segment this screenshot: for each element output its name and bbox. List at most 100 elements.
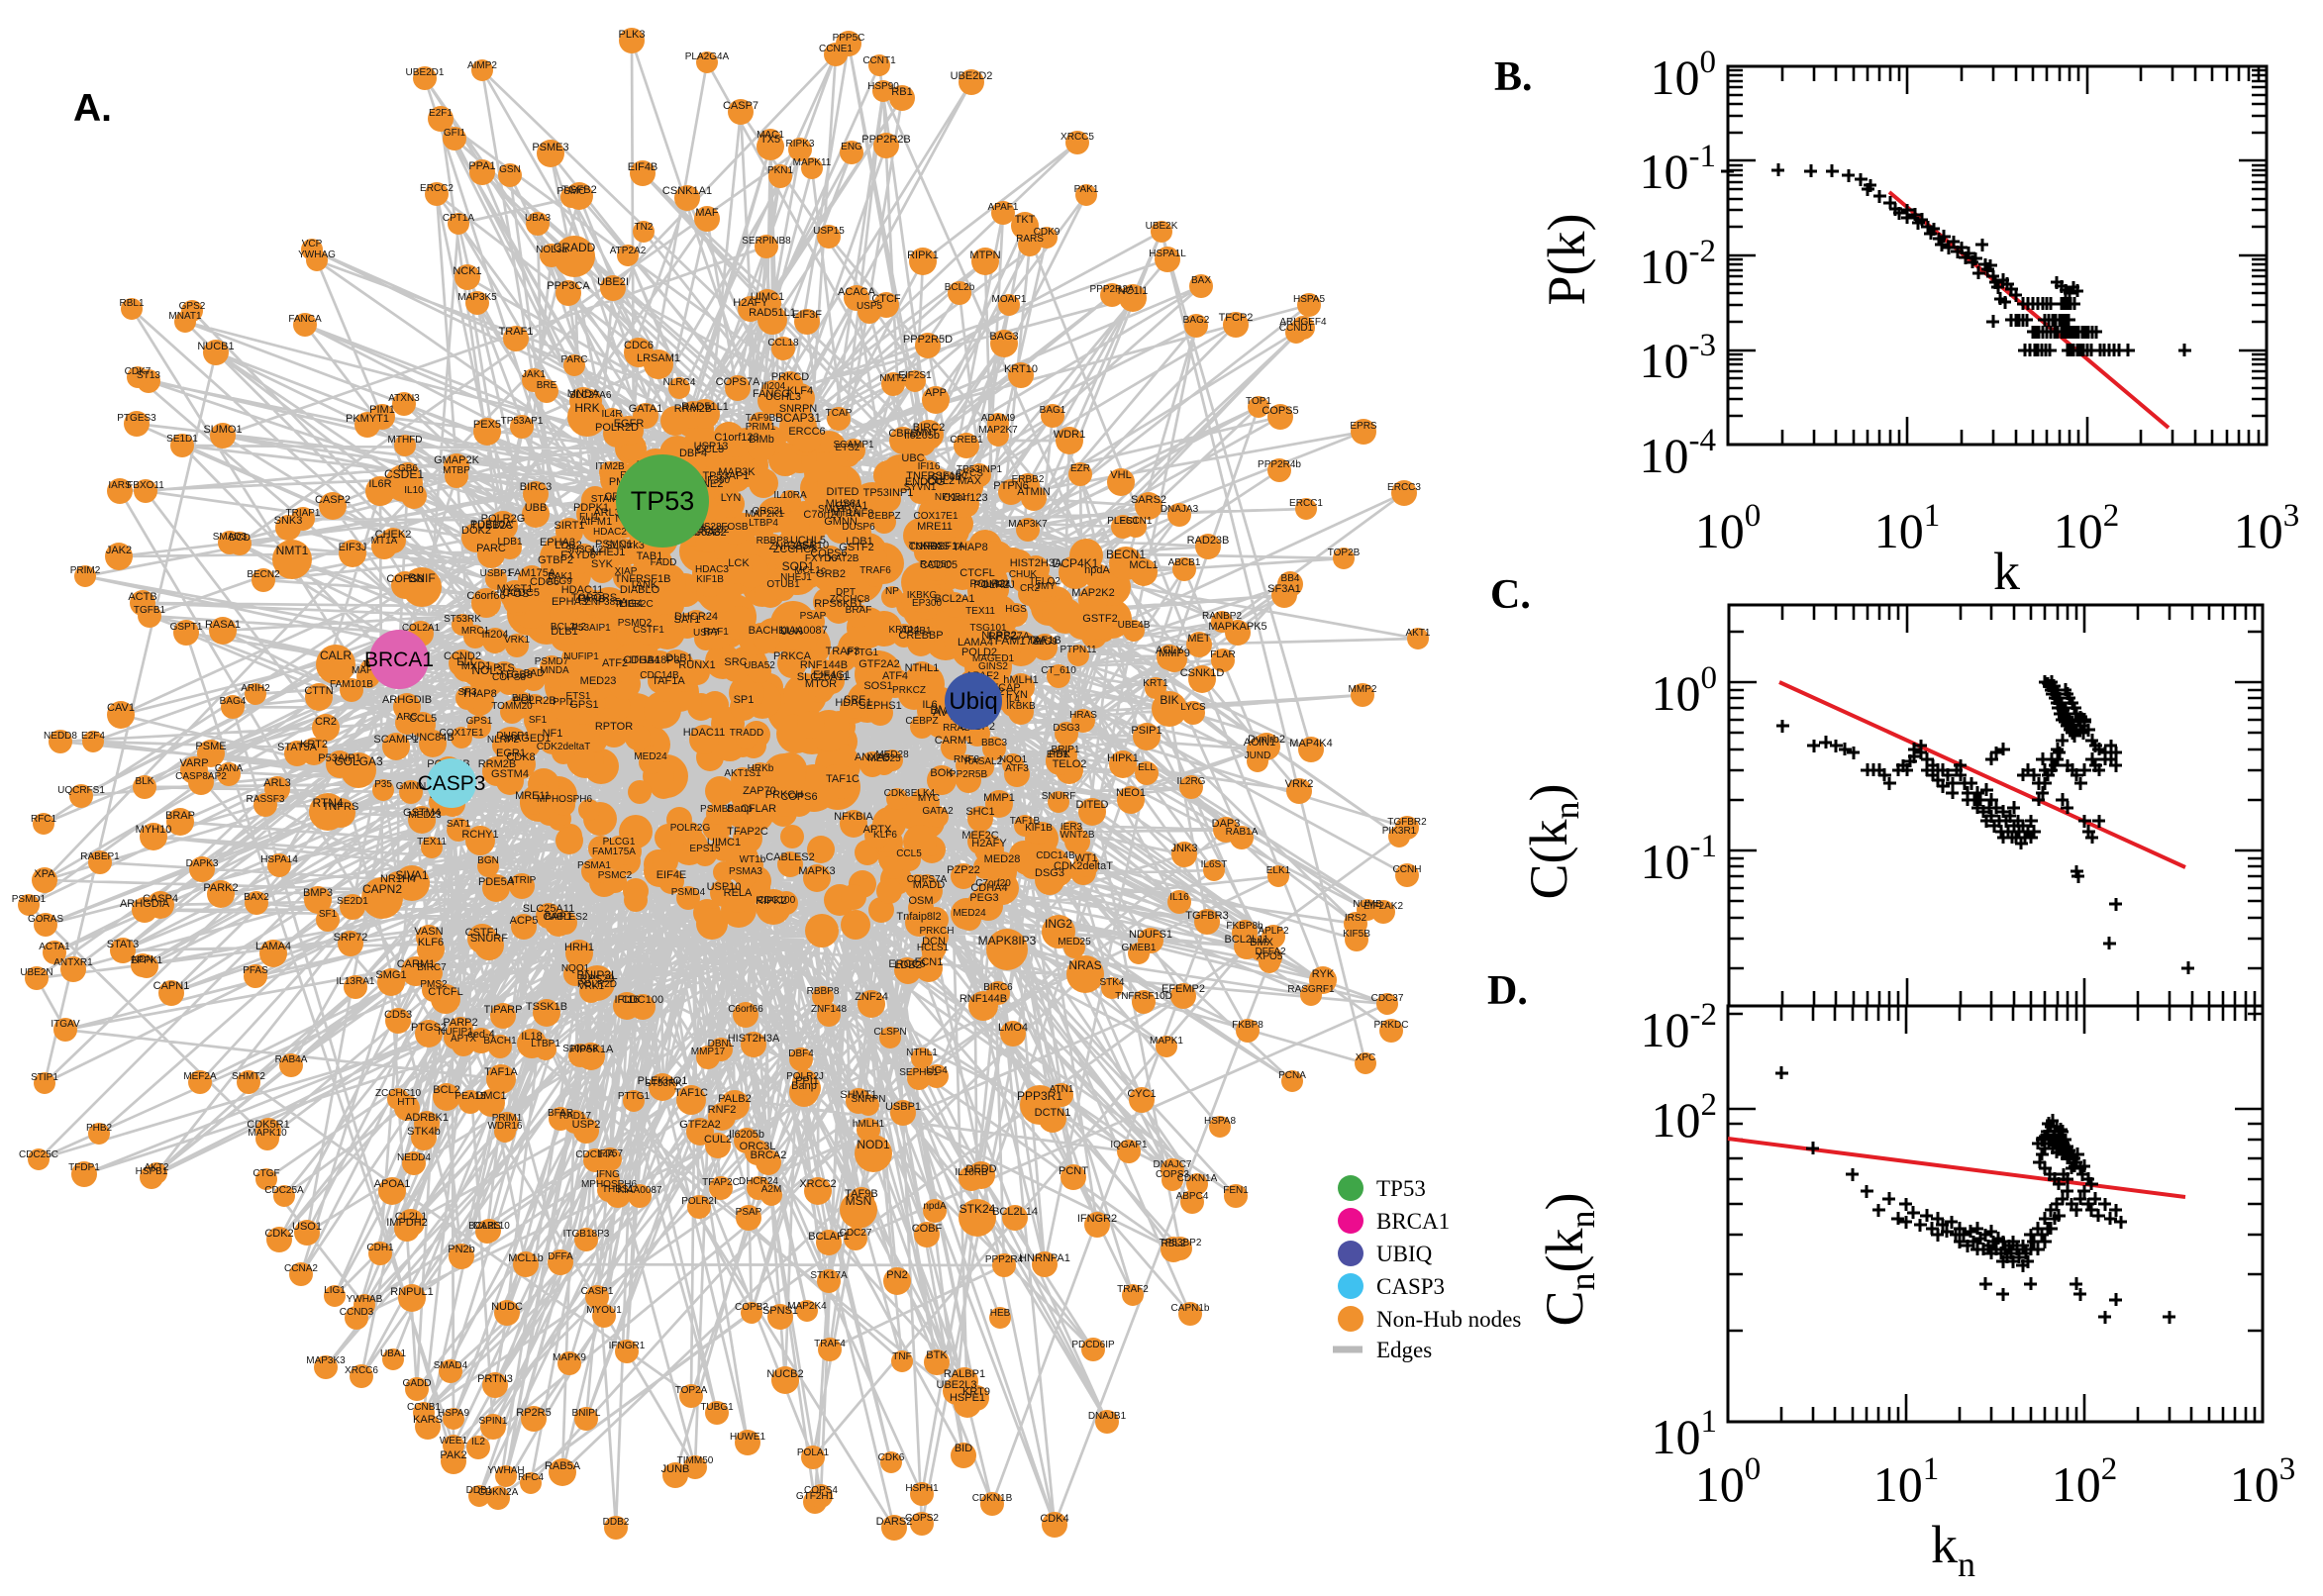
svg-text:NLRC4: NLRC4 <box>663 377 696 388</box>
svg-text:CUL2: CUL2 <box>927 475 955 487</box>
svg-text:AKT1: AKT1 <box>1405 628 1430 639</box>
svg-text:TFAP2C: TFAP2C <box>727 826 768 838</box>
svg-text:PSMB5: PSMB5 <box>700 804 734 815</box>
svg-text:MAP3K5: MAP3K5 <box>457 292 497 303</box>
svg-text:C6orf66: C6orf66 <box>728 1004 763 1015</box>
svg-text:MTOR: MTOR <box>805 678 837 690</box>
svg-text:PTTG1: PTTG1 <box>618 1091 651 1102</box>
svg-text:PPI1: PPI1 <box>553 697 574 708</box>
svg-text:MMP17: MMP17 <box>691 1047 726 1057</box>
svg-text:CUL2: CUL2 <box>704 1134 732 1146</box>
svg-text:GATA1: GATA1 <box>629 403 662 415</box>
svg-text:NF1: NF1 <box>543 728 563 740</box>
svg-text:PARP2: PARP2 <box>443 1017 477 1029</box>
svg-text:CSNK1D: CSNK1D <box>1180 667 1225 679</box>
svg-text:IKBKB: IKBKB <box>1006 701 1036 712</box>
svg-text:KLF6: KLF6 <box>418 937 444 948</box>
svg-text:NTHL1: NTHL1 <box>906 1047 938 1058</box>
svg-text:CCNH: CCNH <box>1393 864 1422 875</box>
svg-text:BAG1: BAG1 <box>1040 405 1066 416</box>
svg-text:DARS2: DARS2 <box>876 1516 913 1528</box>
svg-text:ITGB18P3: ITGB18P3 <box>629 654 679 666</box>
svg-text:HSPE1: HSPE1 <box>950 1392 985 1404</box>
svg-text:RB1: RB1 <box>891 86 912 98</box>
svg-text:FKBP8b: FKBP8b <box>1226 921 1263 932</box>
svg-text:HDAC3: HDAC3 <box>695 564 729 575</box>
svg-text:HIST2H3A: HIST2H3A <box>728 1033 780 1045</box>
svg-text:HRK: HRK <box>574 401 599 415</box>
svg-text:LAMA4: LAMA4 <box>958 637 993 648</box>
svg-text:IL2RG: IL2RG <box>1177 776 1206 787</box>
svg-text:WDR1: WDR1 <box>1054 429 1085 441</box>
svg-text:BCL2b: BCL2b <box>945 282 975 293</box>
svg-text:GTF2A2: GTF2A2 <box>858 658 900 670</box>
svg-text:LIG4: LIG4 <box>926 1065 948 1076</box>
svg-text:GOLGA3: GOLGA3 <box>334 754 383 768</box>
svg-text:HSPA14: HSPA14 <box>260 854 298 865</box>
svg-text:PSMC1: PSMC1 <box>595 539 633 550</box>
svg-text:RIPK3: RIPK3 <box>786 139 815 150</box>
svg-text:BNIPL: BNIPL <box>572 1408 601 1419</box>
svg-text:ELK4: ELK4 <box>911 788 936 799</box>
svg-text:MNDA: MNDA <box>540 665 569 676</box>
svg-text:MAP3K: MAP3K <box>352 665 385 676</box>
svg-text:PSAP: PSAP <box>800 611 827 622</box>
svg-text:RIPK2: RIPK2 <box>756 895 787 907</box>
svg-text:EPHA3: EPHA3 <box>540 537 575 549</box>
svg-text:STK4: STK4 <box>1099 977 1124 988</box>
svg-text:MMP1: MMP1 <box>983 792 1015 804</box>
svg-text:DFFA: DFFA <box>548 1251 573 1262</box>
svg-text:ST53RK: ST53RK <box>444 614 481 625</box>
svg-text:USBP1: USBP1 <box>885 1101 921 1113</box>
svg-text:102: 102 <box>2054 498 2120 558</box>
svg-text:DHCR24: DHCR24 <box>674 611 718 623</box>
svg-text:IL10: IL10 <box>404 485 424 496</box>
svg-text:TNFRSF10C: TNFRSF10C <box>906 470 969 482</box>
svg-text:CASP3: CASP3 <box>418 772 486 795</box>
svg-text:CDC6: CDC6 <box>530 576 559 588</box>
svg-text:PALB2: PALB2 <box>718 1093 751 1105</box>
svg-text:KRT2: KRT2 <box>300 739 328 750</box>
svg-text:CCL5: CCL5 <box>409 713 437 725</box>
svg-text:TRAF6: TRAF6 <box>859 565 891 576</box>
svg-text:BCAP31: BCAP31 <box>775 411 821 425</box>
svg-text:CSDE1: CSDE1 <box>384 467 424 481</box>
svg-text:MCL1b: MCL1b <box>508 1252 543 1264</box>
svg-text:SH3GL2: SH3GL2 <box>565 545 604 555</box>
svg-text:IL6: IL6 <box>922 699 937 711</box>
svg-text:CDK2deltaT: CDK2deltaT <box>537 742 590 752</box>
svg-text:TRAF2: TRAF2 <box>1117 1284 1149 1295</box>
svg-text:GADD: GADD <box>403 1378 432 1389</box>
svg-text:RAB4A: RAB4A <box>275 1054 308 1065</box>
svg-text:YWHAH: YWHAH <box>487 1465 524 1476</box>
svg-text:BNIF: BNIF <box>408 571 435 585</box>
svg-text:WNT2B: WNT2B <box>1060 830 1095 841</box>
svg-text:IL4: IL4 <box>1006 694 1020 705</box>
svg-text:BCL2: BCL2 <box>433 1084 460 1096</box>
svg-text:KLF6: KLF6 <box>873 830 897 841</box>
svg-text:Ifi204: Ifi204 <box>761 381 786 392</box>
svg-text:PIP5K1A: PIP5K1A <box>569 1044 614 1055</box>
svg-text:SUMO1: SUMO1 <box>203 424 242 436</box>
svg-text:UBA3: UBA3 <box>525 213 552 224</box>
svg-text:HSPA1L: HSPA1L <box>1149 249 1186 259</box>
svg-text:BECN1: BECN1 <box>1106 548 1146 561</box>
svg-text:RYK: RYK <box>1312 968 1335 980</box>
svg-text:PSME: PSME <box>195 741 226 752</box>
svg-text:UBA1: UBA1 <box>380 1348 407 1359</box>
svg-text:COPS7A: COPS7A <box>907 874 948 885</box>
svg-text:TOP2A: TOP2A <box>675 1385 708 1396</box>
svg-text:CASP8AP2: CASP8AP2 <box>175 771 227 782</box>
svg-text:KRAS: KRAS <box>920 541 950 552</box>
svg-text:IKBKG: IKBKG <box>907 590 938 601</box>
svg-text:POLR2D: POLR2D <box>577 979 617 990</box>
svg-text:DDB1: DDB1 <box>466 1485 493 1496</box>
svg-text:TOPORS: TOPORS <box>571 592 617 604</box>
svg-text:SCAMP1: SCAMP1 <box>833 440 874 450</box>
svg-text:ACTB: ACTB <box>128 591 156 603</box>
svg-text:ARL3: ARL3 <box>263 777 291 789</box>
svg-text:MYC: MYC <box>918 793 940 804</box>
svg-text:MT1A: MT1A <box>831 507 860 519</box>
svg-text:IFNGR1: IFNGR1 <box>609 1341 646 1351</box>
svg-text:RTN4: RTN4 <box>312 796 343 810</box>
